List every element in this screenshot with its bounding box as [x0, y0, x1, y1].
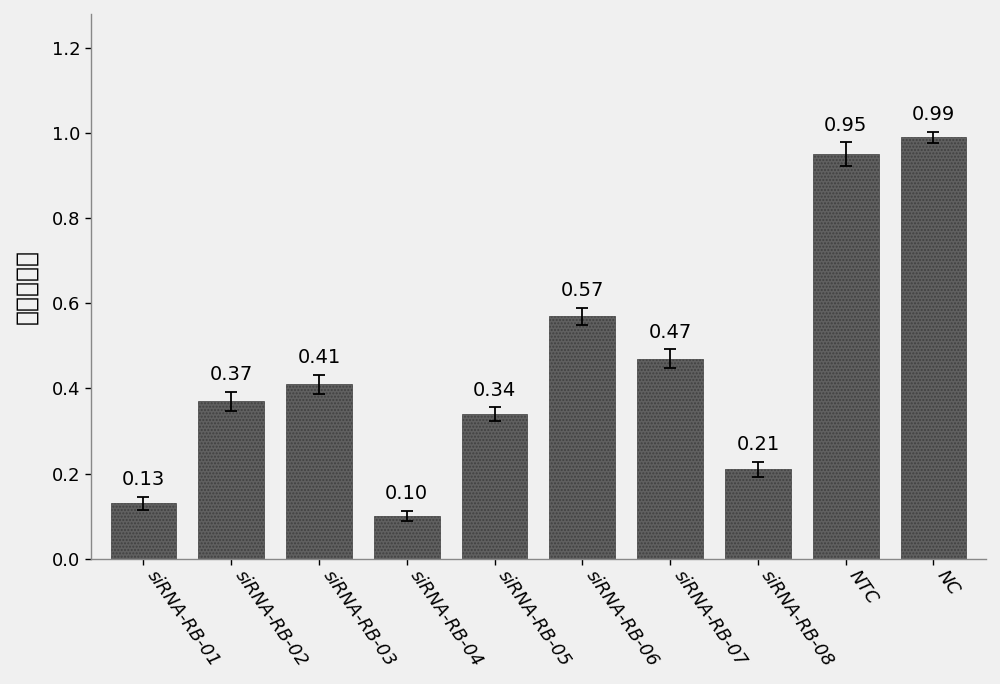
Text: 0.21: 0.21 — [736, 435, 780, 454]
Bar — [813, 155, 879, 559]
Y-axis label: 相对表达量: 相对表达量 — [14, 249, 38, 324]
Bar — [198, 402, 264, 559]
Bar — [637, 358, 703, 559]
Text: 0.37: 0.37 — [210, 365, 253, 384]
Bar — [111, 503, 176, 559]
Bar — [286, 384, 352, 559]
Bar — [462, 414, 527, 559]
Text: 0.10: 0.10 — [385, 484, 428, 503]
Text: 0.41: 0.41 — [297, 348, 341, 367]
Text: 0.99: 0.99 — [912, 105, 955, 124]
Bar — [901, 137, 966, 559]
Bar — [549, 316, 615, 559]
Text: 0.57: 0.57 — [561, 281, 604, 300]
Text: 0.47: 0.47 — [649, 323, 692, 341]
Text: 0.13: 0.13 — [122, 471, 165, 489]
Text: 0.95: 0.95 — [824, 116, 867, 135]
Bar — [725, 469, 791, 559]
Text: 0.34: 0.34 — [473, 380, 516, 399]
Bar — [374, 516, 440, 559]
